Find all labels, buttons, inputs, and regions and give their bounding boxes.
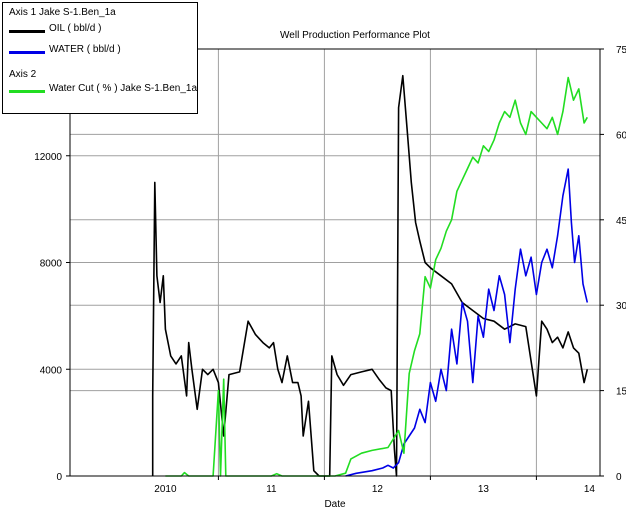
x-tick-label: 13 <box>478 484 490 495</box>
right-tick-label: 45 <box>616 216 626 227</box>
legend: Axis 1 Jake S-1.Ben_1a OIL ( bbl/d ) WAT… <box>2 2 198 114</box>
legend-oil-swatch <box>9 30 45 33</box>
x-tick-label: 2010 <box>154 484 177 495</box>
x-axis-label: Date <box>324 499 346 510</box>
left-tick-label: 0 <box>56 472 62 483</box>
x-tick-label: 11 <box>266 484 277 495</box>
x-tick-label: 14 <box>584 484 596 495</box>
series-line-oil <box>151 74 589 477</box>
left-tick-label: 12000 <box>34 152 62 163</box>
legend-watercut-label: Water Cut ( % ) Jake S-1.Ben_1a <box>49 83 198 94</box>
right-tick-label: 60 <box>616 130 626 141</box>
right-tick-label: 30 <box>616 301 626 312</box>
x-tick-label: 12 <box>372 484 384 495</box>
legend-oil-label: OIL ( bbl/d ) <box>49 23 102 34</box>
legend-water-swatch <box>9 51 45 54</box>
legend-watercut-swatch <box>9 90 45 93</box>
legend-axis2-label: Axis 2 <box>9 69 37 80</box>
right-tick-label: 15 <box>616 387 626 398</box>
left-axis-ticks: 0 4000 8000 12000 <box>34 152 70 483</box>
legend-axis1-label: Axis 1 Jake S-1.Ben_1a <box>9 7 116 18</box>
chart-title: Well Production Performance Plot <box>280 30 430 41</box>
left-tick-label: 4000 <box>40 365 63 376</box>
x-axis-ticks: 2010 11 12 13 14 <box>154 476 595 495</box>
right-axis-ticks: 0 15 30 45 60 75 <box>600 45 626 483</box>
legend-water-label: WATER ( bbl/d ) <box>49 44 121 55</box>
right-tick-label: 0 <box>616 472 622 483</box>
left-tick-label: 8000 <box>40 259 63 270</box>
right-tick-label: 75 <box>616 45 626 56</box>
